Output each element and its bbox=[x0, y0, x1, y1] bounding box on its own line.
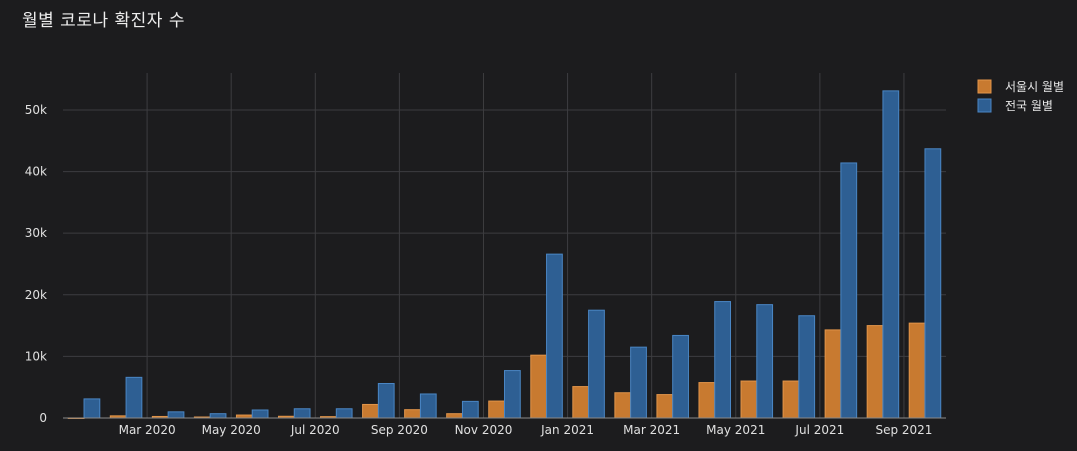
x-tick-label: Mar 2020 bbox=[119, 423, 176, 437]
seoul-bar[interactable] bbox=[782, 380, 800, 419]
legend-label-national[interactable]: 전국 월별 bbox=[1005, 99, 1053, 113]
grid-lines bbox=[63, 73, 946, 418]
x-tick-label: Jan 2021 bbox=[540, 423, 594, 437]
seoul-bar[interactable] bbox=[404, 409, 421, 419]
x-tick-label: Mar 2021 bbox=[623, 423, 680, 437]
national-bar[interactable] bbox=[377, 383, 395, 419]
seoul-bar[interactable] bbox=[908, 322, 926, 419]
seoul-bar[interactable] bbox=[866, 325, 884, 419]
national-bar[interactable] bbox=[882, 90, 900, 419]
national-bar[interactable] bbox=[293, 408, 311, 419]
seoul-bar[interactable] bbox=[740, 380, 758, 419]
y-tick-label: 10k bbox=[25, 349, 47, 363]
chart-title: 월별 코로나 확진자 수 bbox=[22, 11, 185, 31]
national-bar[interactable] bbox=[756, 304, 774, 419]
national-bar[interactable] bbox=[335, 408, 353, 419]
seoul-bar[interactable] bbox=[698, 382, 716, 419]
national-bar[interactable] bbox=[209, 413, 227, 419]
national-bar[interactable] bbox=[798, 315, 816, 419]
national-bar[interactable] bbox=[546, 253, 563, 419]
national-bar[interactable] bbox=[167, 411, 185, 419]
y-tick-label: 30k bbox=[25, 226, 47, 240]
seoul-bar[interactable] bbox=[572, 386, 590, 419]
seoul-bar[interactable] bbox=[824, 329, 842, 419]
seoul-bar[interactable] bbox=[488, 400, 506, 419]
x-tick-label: Sep 2021 bbox=[875, 423, 932, 437]
national-bar[interactable] bbox=[714, 301, 732, 419]
national-bar[interactable] bbox=[588, 309, 605, 419]
x-tick-label: Jul 2020 bbox=[290, 423, 340, 437]
y-tick-label: 20k bbox=[25, 288, 47, 302]
seoul-bar[interactable] bbox=[530, 354, 548, 419]
national-bar[interactable] bbox=[924, 148, 942, 419]
national-bar[interactable] bbox=[461, 400, 479, 419]
x-tick-label: Nov 2020 bbox=[455, 423, 513, 437]
x-tick-label: Jul 2021 bbox=[794, 423, 844, 437]
seoul-bar[interactable] bbox=[656, 394, 674, 419]
national-bar[interactable] bbox=[83, 398, 101, 419]
x-tick-label: May 2021 bbox=[706, 423, 765, 437]
legend-swatch-national[interactable] bbox=[977, 98, 992, 113]
axes: 0 10k 20k 30k 40k 50k Mar 2020 May 2020 Jul 2020… bbox=[25, 103, 946, 437]
seoul-bar[interactable] bbox=[614, 392, 632, 419]
seoul-bar[interactable] bbox=[446, 413, 463, 419]
x-tick-label: Sep 2020 bbox=[371, 423, 428, 437]
x-tick-label: May 2020 bbox=[202, 423, 261, 437]
legend-label-seoul[interactable]: 서울시 월별 bbox=[1005, 80, 1064, 94]
national-bar[interactable] bbox=[251, 409, 269, 419]
y-tick-label: 0 bbox=[39, 411, 47, 425]
national-bar[interactable] bbox=[630, 346, 647, 419]
national-bar[interactable] bbox=[504, 370, 521, 419]
y-tick-label: 40k bbox=[25, 165, 47, 179]
national-bar[interactable] bbox=[125, 376, 143, 419]
seoul-bar[interactable] bbox=[362, 403, 379, 419]
y-tick-label: 50k bbox=[25, 103, 47, 117]
national-bar[interactable] bbox=[840, 162, 858, 419]
national-bar[interactable] bbox=[419, 393, 437, 419]
legend-swatch-seoul[interactable] bbox=[977, 79, 992, 94]
bars bbox=[67, 90, 942, 419]
national-bar[interactable] bbox=[672, 334, 689, 419]
